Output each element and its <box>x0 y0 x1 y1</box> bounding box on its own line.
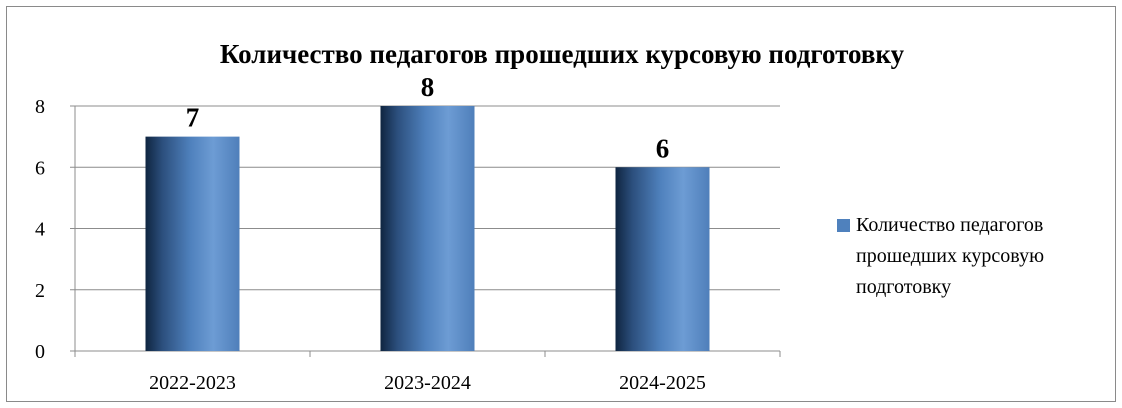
y-tick-label: 0 <box>35 341 45 363</box>
bar <box>145 136 240 351</box>
y-tick-label: 2 <box>35 280 45 302</box>
x-tick-label: 2022-2023 <box>149 372 236 394</box>
x-tick-label: 2023-2024 <box>384 372 471 394</box>
data-label: 6 <box>656 133 670 163</box>
x-tick-label: 2024-2025 <box>619 372 706 394</box>
y-tick-label: 8 <box>35 96 45 118</box>
data-label: 8 <box>421 72 435 102</box>
chart-title: Количество педагогов прошедших курсовую … <box>219 39 905 69</box>
y-tick-label: 6 <box>35 157 45 179</box>
y-tick-label: 4 <box>35 219 45 241</box>
bar <box>615 167 710 351</box>
chart-legend: Количество педагогов прошедших курсовую … <box>837 210 1107 303</box>
legend-label: Количество педагогов прошедших курсовую … <box>856 214 1045 298</box>
legend-swatch <box>837 219 850 232</box>
data-label: 7 <box>186 103 200 133</box>
bar <box>380 106 475 351</box>
